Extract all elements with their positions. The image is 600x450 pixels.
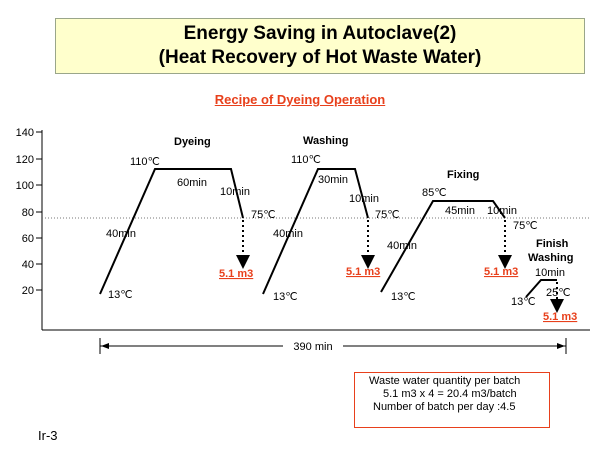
washing-drop-time: 10min — [349, 193, 379, 205]
title-line-2: (Heat Recovery of Hot Waste Water) — [158, 47, 482, 68]
fixing-peak-temp: 85℃ — [422, 187, 447, 199]
washing-profile — [262, 168, 369, 295]
y-tick-label: 100 — [16, 180, 34, 192]
washing-peak-temp: 110℃ — [291, 154, 321, 166]
fixing-start-temp: 13℃ — [391, 291, 416, 303]
waste-water-info-box: Waste water quantity per batch 5.1 m3 x … — [354, 372, 550, 428]
y-tick-label: 140 — [16, 127, 34, 139]
washing-waste-label: 5.1 m3 — [346, 266, 380, 278]
info-line-1: Waste water quantity per batch — [369, 375, 521, 387]
step-name-finish-line-1: Finish — [536, 238, 569, 250]
y-tick-marks — [36, 131, 42, 291]
y-tick-label: 120 — [16, 154, 34, 166]
dyeing-waste-label: 5.1 m3 — [219, 268, 253, 280]
total-time-arrow-left — [101, 343, 109, 349]
finish-washing-hold-time: 10min — [535, 267, 565, 279]
dyeing-end-temp: 75℃ — [251, 209, 276, 221]
y-tick-label: 60 — [22, 233, 34, 245]
dyeing-start-temp: 13℃ — [108, 289, 133, 301]
dyeing-hold-time: 60min — [177, 177, 207, 189]
dyeing-profile — [99, 168, 244, 295]
washing-hold-time: 30min — [318, 174, 348, 186]
fixing-drop-time: 10min — [487, 205, 517, 217]
finish-washing-end-temp: 25℃ — [546, 287, 571, 299]
finish-washing-profile — [525, 279, 557, 298]
washing-end-temp: 75℃ — [375, 209, 400, 221]
step-name-dyeing: Dyeing — [174, 136, 211, 148]
fixing-hold-time: 45min — [445, 205, 475, 217]
title-line-1: Energy Saving in Autoclave(2) — [183, 23, 457, 44]
fixing-profile — [380, 200, 506, 293]
dyeing-rise-time: 40min — [106, 228, 136, 240]
finish-washing-start-temp: 13℃ — [511, 296, 536, 308]
y-tick-label: 40 — [22, 259, 34, 271]
washing-rise-time: 40min — [273, 228, 303, 240]
step-name-finish-line-2: Washing — [528, 252, 573, 264]
page-code: Ir-3 — [38, 428, 58, 443]
info-line-2: 5.1 m3 x 4 = 20.4 m3/batch — [383, 388, 517, 400]
total-time-arrow-right — [557, 343, 565, 349]
washing-start-temp: 13℃ — [273, 291, 298, 303]
total-time-label: 390 min — [293, 341, 332, 353]
step-name-fixing: Fixing — [447, 169, 479, 181]
info-line-3: Number of batch per day :4.5 — [373, 401, 516, 413]
y-tick-label: 20 — [22, 285, 34, 297]
fixing-end-temp: 75℃ — [513, 220, 538, 232]
finish-washing-waste-label: 5.1 m3 — [543, 311, 577, 323]
diagram-subtitle: Recipe of Dyeing Operation — [214, 92, 386, 107]
fixing-waste-label: 5.1 m3 — [484, 266, 518, 278]
y-tick-label: 80 — [22, 207, 34, 219]
fixing-rise-time: 40min — [387, 240, 417, 252]
dyeing-drop-time: 10min — [220, 186, 250, 198]
title-box: Energy Saving in Autoclave(2) (Heat Reco… — [55, 18, 585, 74]
step-name-washing: Washing — [303, 135, 348, 147]
dyeing-peak-temp: 110℃ — [130, 156, 160, 168]
